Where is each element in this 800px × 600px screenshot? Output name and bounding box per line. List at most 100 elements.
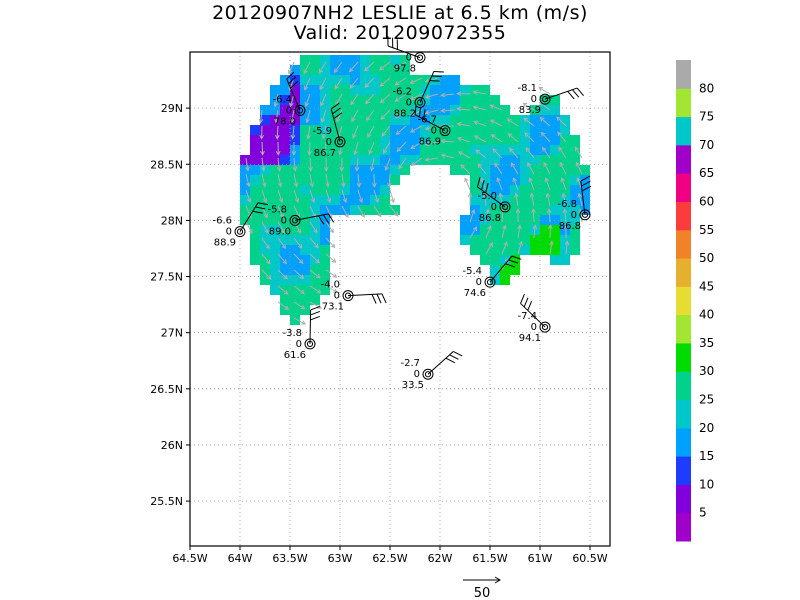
speed-cell <box>410 85 420 95</box>
speed-cell <box>470 195 480 205</box>
chart-title: 20120907NH2 LESLIE at 6.5 km (m/s) <box>212 2 588 24</box>
wind-vector-head <box>381 131 387 137</box>
wind-vector <box>373 189 379 203</box>
wind-vector <box>325 221 334 233</box>
colorbar-swatch <box>676 314 691 344</box>
wind-vector-head <box>424 126 430 131</box>
wind-barb-flag <box>255 206 266 210</box>
speed-cell <box>480 85 490 95</box>
wind-vector-head <box>424 157 430 162</box>
speed-cell <box>250 225 260 235</box>
speed-cell <box>270 235 280 245</box>
speed-cell <box>360 95 370 105</box>
wind-vector-head <box>293 182 299 188</box>
speed-cell <box>530 105 540 115</box>
station-top-label: -6.8 <box>557 199 577 210</box>
speed-cell <box>400 65 410 75</box>
speed-cell <box>290 195 300 205</box>
station-mid-label: 0 <box>281 215 287 226</box>
wind-vector <box>545 177 551 191</box>
wind-vector <box>475 149 487 159</box>
speed-cell <box>570 135 580 145</box>
wind-barb-flag <box>581 180 591 187</box>
wind-vector-head <box>512 177 517 183</box>
speed-cell <box>240 165 250 175</box>
station-bottom-label: 78.0 <box>274 116 296 127</box>
speed-cell <box>310 165 320 175</box>
speed-cell <box>270 215 280 225</box>
wind-barb <box>286 78 301 111</box>
wind-vector <box>543 162 551 175</box>
wind-vector <box>335 93 343 106</box>
wind-vector-head <box>281 244 287 250</box>
wind-barb-flag <box>527 300 533 311</box>
wind-vector-head <box>409 79 415 85</box>
wind-vector-head <box>248 229 253 235</box>
speed-cell <box>500 235 510 245</box>
speed-cell <box>370 55 380 65</box>
speed-cell <box>290 255 300 265</box>
speed-cell <box>240 185 250 195</box>
speed-cell <box>530 115 540 125</box>
wind-vector-head <box>424 141 430 147</box>
wind-vector <box>293 317 306 325</box>
speed-cell <box>400 85 410 95</box>
wind-vector-head <box>332 273 338 278</box>
speed-cell <box>380 85 390 95</box>
speed-cell <box>440 125 450 135</box>
speed-cell <box>550 255 560 265</box>
wind-vector-head <box>323 166 329 172</box>
wind-barb-flag <box>330 102 340 110</box>
wind-vector <box>261 157 265 171</box>
wind-vector-head <box>291 150 297 156</box>
wind-vector <box>277 157 281 171</box>
plot-frame <box>189 51 611 547</box>
wind-barb <box>477 186 506 208</box>
colorbar-label: 10 <box>699 477 714 491</box>
wind-barb-flag <box>376 293 382 304</box>
speed-cell <box>290 185 300 195</box>
speed-cell <box>410 115 420 125</box>
speed-cell <box>570 155 580 165</box>
wind-vector-head <box>315 273 321 279</box>
wind-vector-head <box>527 162 532 167</box>
colorbar-swatch <box>676 258 691 287</box>
speed-cell <box>570 215 580 225</box>
wind-vector <box>366 109 375 121</box>
speed-cell <box>360 175 370 185</box>
wind-vector-head <box>390 198 395 204</box>
speed-cell <box>280 215 290 225</box>
speed-cell <box>300 265 310 275</box>
speed-cell <box>380 115 390 125</box>
speed-cell <box>250 155 260 165</box>
wind-vector-head <box>262 198 268 204</box>
station-top-label: -4.0 <box>320 280 340 291</box>
wind-vector <box>364 77 375 88</box>
speed-cell <box>340 115 350 125</box>
speed-cell <box>340 105 350 115</box>
wind-vector <box>410 93 423 100</box>
speed-cell <box>310 275 320 285</box>
speed-cell <box>320 135 330 145</box>
wind-vector <box>349 77 359 89</box>
station-ring <box>439 125 451 137</box>
speed-cell <box>440 95 450 105</box>
wind-vector <box>351 109 359 122</box>
speed-cell <box>280 275 290 285</box>
wind-vector <box>293 205 300 218</box>
wind-vector <box>533 225 536 239</box>
y-tick-label: 28N <box>161 214 183 227</box>
wind-vector <box>548 209 551 223</box>
speed-cell <box>390 125 400 135</box>
wind-vector <box>309 157 312 171</box>
wind-vector-head <box>303 69 308 75</box>
wind-vector <box>441 109 455 112</box>
wind-vector-head <box>507 133 513 138</box>
speed-cell <box>500 135 510 145</box>
speed-cell <box>380 65 390 75</box>
wind-vector <box>341 173 345 187</box>
wind-barb-flag <box>371 294 377 304</box>
wind-vector <box>425 77 439 83</box>
y-tick-label: 26.5N <box>150 383 183 396</box>
